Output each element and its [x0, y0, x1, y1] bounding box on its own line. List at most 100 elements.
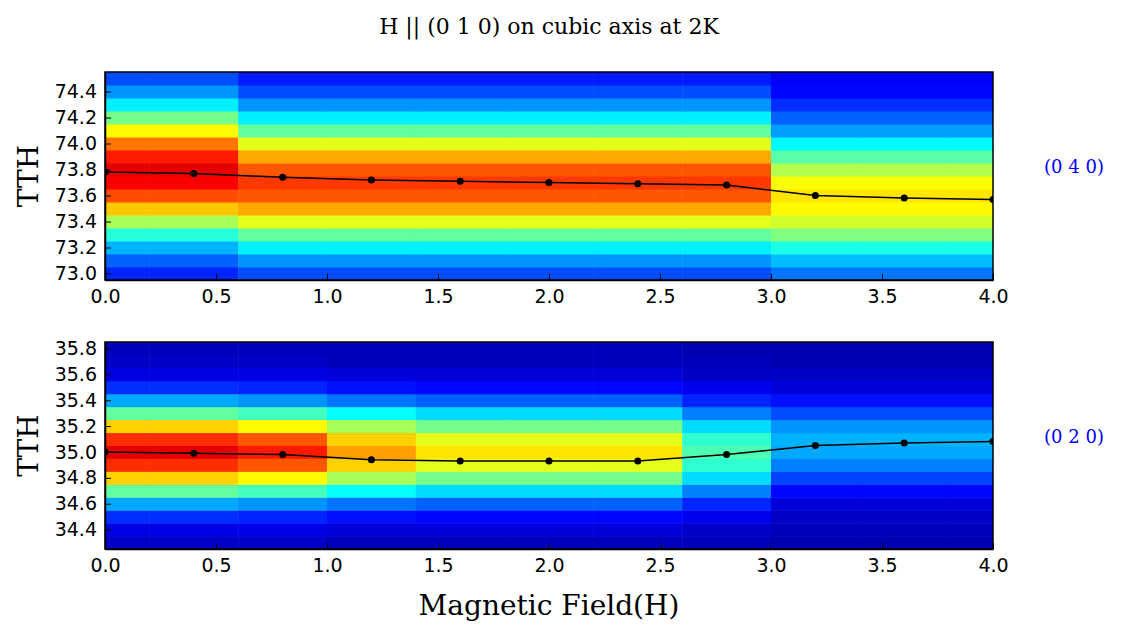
peak-point [279, 451, 286, 458]
heatmap-cell [505, 407, 594, 420]
heatmap-cell [505, 510, 594, 523]
heatmap-cell [238, 137, 327, 151]
heatmap-cell [105, 368, 150, 381]
heatmap-cell [949, 510, 993, 523]
heatmap-cell [105, 241, 150, 255]
heatmap-cell [505, 497, 594, 510]
peak-point [723, 182, 730, 189]
heatmap-cell [238, 228, 327, 242]
y-tick-label: 73.6 [55, 184, 97, 206]
heatmap-cell [105, 471, 150, 484]
heatmap-cell [416, 150, 505, 164]
x-tick: 0.5 [201, 274, 231, 307]
y-tick-mark [105, 248, 111, 249]
heatmap-cell [505, 446, 594, 459]
heatmap-cell [238, 510, 327, 523]
heatmap-cell [149, 72, 238, 86]
y-tick-mark [105, 196, 111, 197]
heatmap-cell [149, 202, 238, 216]
heatmap-cell [949, 407, 993, 420]
heatmap-cell [682, 420, 771, 433]
heatmap-cell [771, 510, 860, 523]
heatmap-cell [593, 342, 682, 355]
heatmap-cell [416, 394, 505, 407]
heatmap-cell [682, 394, 771, 407]
y-tick-label: 73.2 [55, 236, 97, 258]
x-tick-mark [327, 543, 328, 549]
heatmap-cell [238, 368, 327, 381]
heatmap-cell [416, 497, 505, 510]
heatmap-cell [327, 433, 416, 446]
heatmap-cell [771, 241, 860, 255]
x-tick-label: 3.5 [867, 554, 897, 576]
heatmap-cell [149, 355, 238, 368]
heatmap-cell [105, 215, 150, 229]
x-tick-mark [549, 274, 550, 280]
heatmap-cell [327, 536, 416, 549]
heatmap-cell [771, 368, 860, 381]
peak-line [105, 172, 993, 199]
heatmap-cell [949, 98, 993, 112]
heatmap-cell [682, 497, 771, 510]
x-tick: 2.0 [534, 274, 564, 307]
heatmap-cell [682, 72, 771, 86]
heatmap-cell [682, 342, 771, 355]
heatmap-cell [416, 536, 505, 549]
heatmap-cell [949, 523, 993, 536]
heatmap-cell [682, 98, 771, 112]
heatmap-cell [860, 241, 949, 255]
heatmap-cell [416, 267, 505, 280]
heatmap-cell [416, 215, 505, 229]
heatmap-cell [327, 381, 416, 394]
heatmap-cell [105, 484, 150, 497]
heatmap-cell [105, 124, 150, 138]
heatmap-cell [238, 124, 327, 138]
heatmap-cell [105, 381, 150, 394]
heatmap-cell [238, 72, 327, 86]
heatmap-cell [860, 267, 949, 280]
heatmap-cell [860, 394, 949, 407]
heatmap-cell [860, 355, 949, 368]
heatmap-cell [238, 267, 327, 280]
y-tick-mark [105, 530, 111, 531]
heatmap-cell [949, 368, 993, 381]
heatmap-cell [416, 471, 505, 484]
x-tick: 2.5 [645, 274, 675, 307]
heatmap-cell [682, 215, 771, 229]
y-tick-mark [105, 504, 111, 505]
x-tick: 4.0 [978, 543, 1008, 576]
x-tick: 2.5 [645, 543, 675, 576]
heatmap-cell [949, 267, 993, 280]
y-tick-label: 34.4 [55, 518, 97, 540]
heatmap-cell [949, 189, 993, 203]
x-tick-mark [771, 543, 772, 549]
heatmap-cell [949, 241, 993, 255]
heatmap-cell [505, 189, 594, 203]
x-tick-label: 0.0 [90, 554, 120, 576]
y-tick-mark [105, 348, 111, 349]
heatmap-cell [593, 228, 682, 242]
heatmap-cell [949, 458, 993, 471]
heatmap-cell [593, 484, 682, 497]
heatmap-cell [860, 163, 949, 177]
heatmap-cell [105, 394, 150, 407]
heatmap-cell [505, 342, 594, 355]
heatmap-cell [505, 202, 594, 216]
heatmap-cell [771, 355, 860, 368]
heatmap-cell [327, 407, 416, 420]
heatmap-cell [105, 420, 150, 433]
heatmap-cell [505, 536, 594, 549]
y-tick-mark [105, 118, 111, 119]
heatmap-cell [771, 98, 860, 112]
heatmap-cell [105, 202, 150, 216]
heatmap-cell [949, 420, 993, 433]
heatmap-cell [416, 176, 505, 190]
heatmap-cell [860, 368, 949, 381]
peak-point [546, 179, 553, 186]
heatmap-cell [505, 471, 594, 484]
heatmap-cell [593, 85, 682, 99]
x-tick-label: 1.0 [312, 554, 342, 576]
heatmap-cell [593, 241, 682, 255]
heatmap-cell [949, 484, 993, 497]
heatmap-cell [149, 150, 238, 164]
